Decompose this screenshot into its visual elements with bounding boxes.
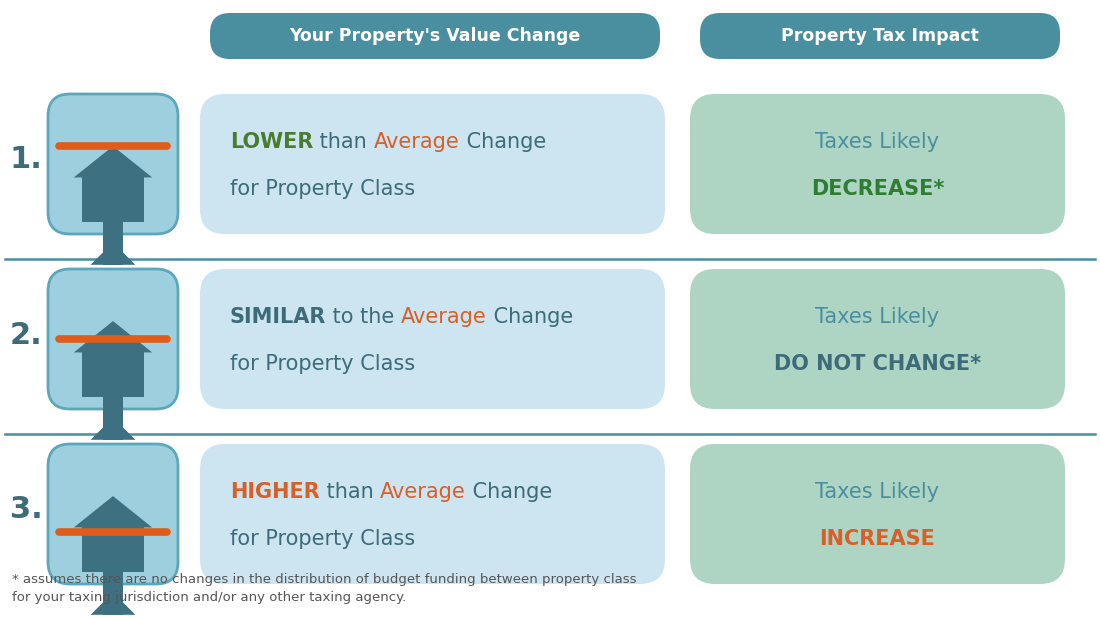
Text: for Property Class: for Property Class — [230, 354, 415, 374]
FancyBboxPatch shape — [690, 269, 1065, 409]
Text: DECREASE*: DECREASE* — [811, 179, 944, 199]
Polygon shape — [103, 222, 123, 265]
Text: than: than — [320, 482, 381, 502]
Polygon shape — [74, 146, 152, 178]
Text: Taxes Likely: Taxes Likely — [815, 307, 939, 327]
Polygon shape — [90, 417, 135, 440]
Text: LOWER: LOWER — [230, 132, 313, 152]
Text: DO NOT CHANGE*: DO NOT CHANGE* — [774, 354, 981, 374]
Text: 2.: 2. — [10, 321, 43, 350]
FancyBboxPatch shape — [210, 13, 660, 59]
FancyBboxPatch shape — [48, 269, 178, 409]
Polygon shape — [74, 496, 152, 527]
FancyBboxPatch shape — [200, 444, 666, 584]
Text: than: than — [314, 132, 374, 152]
Text: Average: Average — [402, 307, 487, 327]
Text: * assumes there are no changes in the distribution of budget funding between pro: * assumes there are no changes in the di… — [12, 573, 637, 604]
Text: Average: Average — [381, 482, 466, 502]
FancyBboxPatch shape — [200, 94, 666, 234]
Polygon shape — [74, 321, 152, 352]
Text: HIGHER: HIGHER — [230, 482, 320, 502]
FancyBboxPatch shape — [690, 94, 1065, 234]
Text: INCREASE: INCREASE — [820, 529, 935, 549]
FancyBboxPatch shape — [700, 13, 1060, 59]
FancyBboxPatch shape — [690, 444, 1065, 584]
Text: Property Tax Impact: Property Tax Impact — [781, 27, 979, 45]
Polygon shape — [90, 243, 135, 265]
Text: to the: to the — [327, 307, 402, 327]
Text: Taxes Likely: Taxes Likely — [815, 132, 939, 152]
Text: Taxes Likely: Taxes Likely — [815, 482, 939, 502]
Text: SIMILAR: SIMILAR — [230, 307, 327, 327]
Polygon shape — [90, 592, 135, 615]
Text: for Property Class: for Property Class — [230, 179, 415, 199]
Polygon shape — [82, 178, 144, 222]
Text: Average: Average — [374, 132, 460, 152]
Text: Change: Change — [487, 307, 573, 327]
Text: 1.: 1. — [10, 145, 43, 175]
Text: Change: Change — [460, 132, 546, 152]
Polygon shape — [82, 352, 144, 397]
FancyBboxPatch shape — [48, 94, 178, 234]
FancyBboxPatch shape — [200, 269, 666, 409]
Polygon shape — [82, 527, 144, 572]
Text: Your Property's Value Change: Your Property's Value Change — [289, 27, 581, 45]
Text: for Property Class: for Property Class — [230, 529, 415, 549]
Polygon shape — [103, 397, 123, 440]
Polygon shape — [103, 572, 123, 615]
FancyBboxPatch shape — [48, 444, 178, 584]
Text: 3.: 3. — [10, 495, 43, 524]
Text: Change: Change — [466, 482, 552, 502]
